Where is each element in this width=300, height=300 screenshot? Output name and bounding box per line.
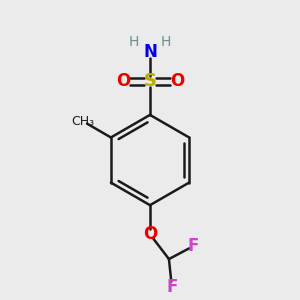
Text: F: F [166,278,178,296]
Text: F: F [188,237,200,255]
Text: H: H [129,35,139,49]
Text: S: S [143,72,157,90]
Text: H: H [161,35,171,49]
Text: O: O [116,72,130,90]
Text: N: N [143,43,157,61]
Text: CH₃: CH₃ [72,115,95,128]
Text: O: O [170,72,184,90]
Text: O: O [143,225,157,243]
